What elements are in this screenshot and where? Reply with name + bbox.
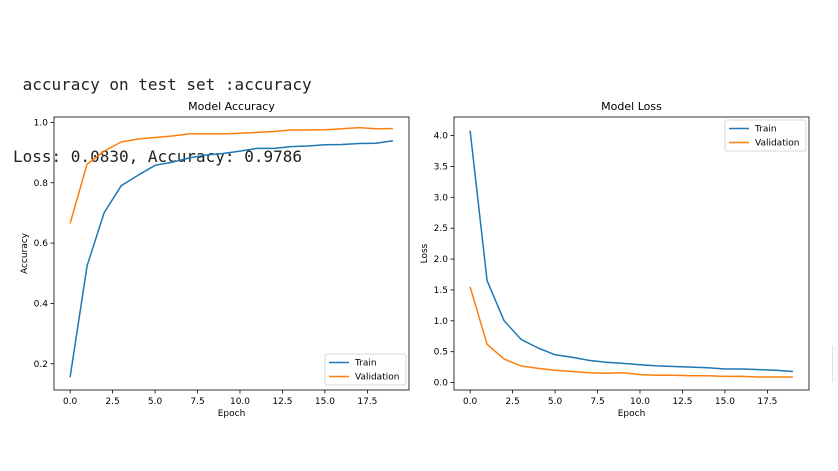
x-tick-label: 7.5	[190, 397, 204, 407]
scroll-edge	[832, 346, 838, 382]
x-tick-label: 0.0	[63, 397, 78, 407]
chart-title: Model Loss	[601, 100, 662, 113]
legend: Train Validation	[724, 119, 807, 152]
legend-label-train: Train	[354, 359, 377, 369]
y-tick-label: 4.0	[434, 132, 449, 142]
series-line-train	[469, 130, 793, 373]
y-tick-label: 0.8	[34, 179, 49, 189]
y-tick-label: 0.5	[434, 348, 448, 358]
x-tick-label: 12.5	[672, 397, 692, 407]
y-tick-label: 2.0	[434, 255, 449, 265]
plot-area	[453, 116, 810, 391]
chart-accuracy: Model Accuracy 0.0 2.5 5.0 7.5 10.0 12.5 15.0 17…	[20, 100, 410, 419]
plot-area	[53, 116, 410, 391]
y-tick-label: 2.5	[434, 224, 448, 234]
chart-title: Model Accuracy	[188, 100, 275, 113]
y-tick-label: 0.4	[34, 299, 49, 309]
x-tick-label: 5.0	[548, 397, 563, 407]
series-line-validation	[69, 126, 393, 224]
x-tick-label: 17.5	[757, 397, 777, 407]
x-tick-label: 7.5	[590, 397, 604, 407]
chart-loss: Model Loss 0.0 2.5 5.0 7.5 10.0 12.5 15.0 17.5 0.…	[420, 100, 810, 419]
legend: Train Validation	[324, 353, 407, 386]
x-axis-label: Epoch	[218, 409, 246, 419]
x-tick-label: 15.0	[315, 397, 335, 407]
series-line-train	[69, 140, 394, 378]
x-tick-label: 2.5	[105, 397, 119, 407]
y-tick-label: 3.5	[434, 162, 448, 172]
series-line-validation	[469, 286, 793, 378]
x-tick-label: 10.0	[230, 397, 250, 407]
y-tick-label: 0.2	[34, 360, 48, 370]
x-tick-label: 2.5	[505, 397, 519, 407]
console-line-metrics: Loss: 0.0830, Accuracy: 0.9786	[13, 147, 302, 166]
y-tick-label: 0.6	[34, 239, 49, 249]
x-axis-label: Epoch	[618, 409, 646, 419]
y-tick-label: 3.0	[434, 193, 449, 203]
x-tick-label: 12.5	[272, 397, 292, 407]
x-tick-label: 17.5	[357, 397, 377, 407]
x-tick-label: 0.0	[463, 397, 478, 407]
y-tick-label: 1.5	[434, 286, 448, 296]
y-axis-label: Loss	[420, 243, 430, 263]
legend-label-validation: Validation	[355, 373, 399, 383]
legend-label-validation: Validation	[755, 139, 799, 149]
y-tick-label: 0.0	[434, 379, 449, 389]
y-tick-label: 1.0	[34, 118, 49, 128]
x-tick-label: 15.0	[715, 397, 735, 407]
x-tick-label: 10.0	[630, 397, 650, 407]
console-output: accuracy on test set :accuracy Loss: 0.0…	[13, 25, 312, 193]
y-axis-label: Accuracy	[20, 232, 30, 274]
console-line-accuracy-label: accuracy on test set :accuracy	[13, 75, 312, 94]
legend-label-train: Train	[754, 125, 777, 135]
x-tick-label: 5.0	[148, 397, 163, 407]
y-tick-label: 1.0	[434, 317, 449, 327]
